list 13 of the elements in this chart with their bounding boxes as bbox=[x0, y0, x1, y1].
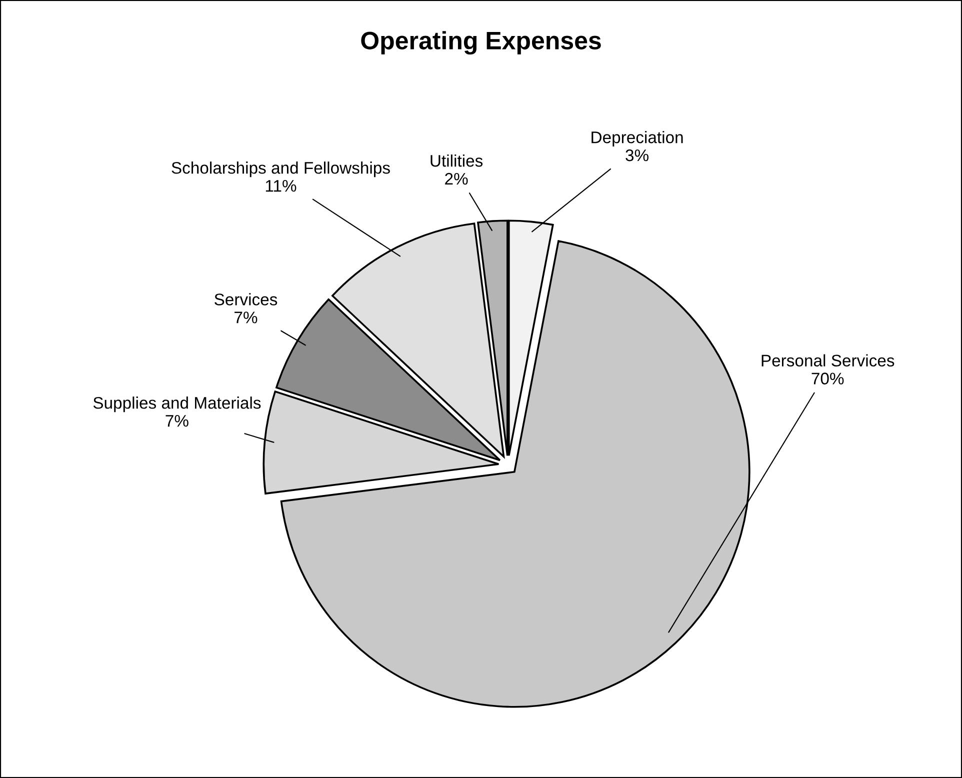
data-label: 11% bbox=[266, 180, 296, 192]
data-label: 3% bbox=[626, 149, 648, 162]
slice-label: Utilities bbox=[430, 154, 483, 167]
slice-label: Personal Services bbox=[762, 354, 894, 366]
data-label: 7% bbox=[166, 415, 188, 427]
data-label: 70% bbox=[812, 372, 844, 384]
data-label: 7% bbox=[234, 312, 258, 324]
slice-label: Depreciation bbox=[592, 131, 683, 147]
slice-label: Services bbox=[214, 293, 278, 306]
slice-label: Scholarships and Fellowships bbox=[172, 162, 390, 178]
slice-label: Supplies and Materials bbox=[93, 396, 261, 412]
chart-title: Operating Expenses bbox=[361, 31, 601, 54]
data-label: 2% bbox=[445, 172, 468, 185]
